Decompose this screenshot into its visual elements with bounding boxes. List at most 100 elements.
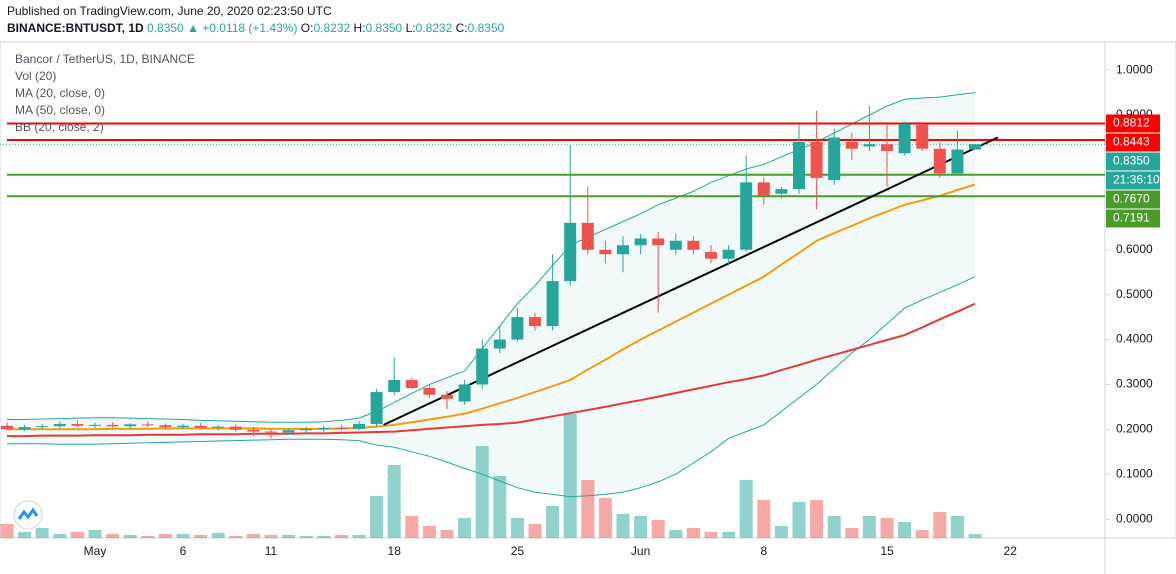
volume-bar: [810, 500, 824, 538]
volume-bar: [493, 476, 507, 538]
volume-bar: [968, 534, 982, 538]
volume-bar: [950, 516, 964, 538]
volume-bar: [176, 534, 190, 538]
axis-label: 0.8812: [1113, 116, 1150, 130]
volume-bar: [915, 530, 929, 538]
candle-body: [177, 425, 189, 428]
volume-bar: [35, 528, 49, 538]
candle-body: [388, 379, 401, 393]
volume-bar: [264, 535, 278, 538]
plot-area: [0, 92, 1105, 538]
y-tick-label: 0.2000: [1116, 422, 1153, 436]
y-tick-label: 0.4000: [1116, 332, 1153, 346]
volume-bar: [422, 526, 436, 538]
volume-bar: [757, 500, 771, 538]
volume-bar: [211, 533, 225, 538]
volume-bar: [528, 524, 542, 538]
candle-body: [564, 222, 577, 282]
candle-body: [89, 424, 101, 426]
volume-bar: [299, 536, 313, 538]
volume-bar: [898, 522, 912, 538]
x-tick-label: 6: [180, 544, 187, 558]
candle-body: [881, 144, 893, 151]
candle-body: [476, 348, 489, 385]
legend-item: MA (50, close, 0): [15, 103, 105, 117]
candle-body: [652, 238, 665, 246]
volume-bar: [862, 516, 876, 538]
candle-body: [300, 428, 313, 431]
symbol-line: BINANCE:BNTUSDT, 1D 0.8350 ▲ +0.0118 (+1…: [7, 21, 505, 35]
logo: [13, 500, 43, 530]
legend-item: BB (20, close, 2): [15, 120, 104, 134]
volume-bar: [722, 532, 736, 538]
axis-label-bg: [1106, 209, 1160, 228]
candle-body: [933, 148, 946, 174]
candle-body: [687, 240, 700, 250]
volume-bar: [352, 535, 366, 538]
candle-body: [617, 245, 629, 255]
symbol: BINANCE:BNTUSDT, 1D: [7, 21, 144, 35]
volume-bar: [370, 496, 384, 538]
candle-body: [159, 425, 172, 428]
axis-label-bg: [1106, 114, 1160, 133]
volume-bar: [827, 516, 841, 538]
y-tick-label: 0.6000: [1116, 242, 1153, 256]
candle-body: [599, 249, 612, 255]
candle-body: [845, 141, 858, 149]
volume-bar: [651, 520, 665, 538]
ohlc-value: 0.8232: [313, 21, 350, 35]
y-tick-label: 0.5000: [1116, 287, 1153, 301]
volume-bar: [88, 530, 102, 538]
bb-fill: [7, 92, 975, 497]
volume-bar: [70, 532, 84, 538]
volume-bar: [634, 516, 648, 538]
candle-body: [863, 144, 876, 147]
candle-body: [265, 431, 277, 433]
candle-body: [951, 149, 964, 174]
candle-body: [423, 388, 436, 395]
candle-body: [106, 424, 119, 427]
candle-body: [793, 141, 805, 190]
axis-label-bg: [1106, 190, 1160, 209]
candle-body: [969, 144, 981, 150]
published: Published on TradingView.com, June 20, 2…: [7, 4, 332, 18]
volume-bar: [686, 528, 700, 538]
y-tick-label: 0.1000: [1116, 466, 1153, 480]
candle-body: [916, 124, 929, 149]
volume-bar: [458, 518, 472, 538]
candle-body: [370, 392, 383, 424]
candle-body: [1, 425, 13, 430]
volume-bar: [774, 526, 788, 538]
x-tick-label: Jun: [631, 544, 650, 558]
volume-bar: [598, 498, 612, 538]
candle-body: [71, 423, 84, 426]
candle-body: [898, 124, 911, 154]
volume-bar: [880, 518, 894, 538]
volume-bar: [317, 536, 331, 538]
candle-body: [757, 182, 770, 196]
candle-body: [18, 427, 31, 430]
candle-body: [282, 430, 295, 433]
candle-body: [53, 423, 66, 427]
volume-bar: [475, 446, 489, 538]
volume-bar: [739, 480, 753, 538]
volume-bar: [194, 535, 208, 538]
candle-body: [247, 429, 260, 432]
volume-bar: [405, 516, 419, 538]
candle-body: [124, 424, 137, 427]
legend-item: MA (20, close, 0): [15, 86, 105, 100]
volume-bar: [53, 534, 67, 538]
volume-bar: [158, 534, 172, 538]
ma-line: [7, 302, 976, 438]
ohlc-label: C:: [456, 21, 468, 35]
volume-bar: [669, 530, 683, 538]
volume-bar: [845, 528, 859, 538]
change: ▲ +0.0118 (+1.43%): [187, 21, 297, 35]
legend-item: Vol (20): [15, 69, 56, 83]
axis-label-bg: [1106, 133, 1160, 152]
candle-body: [141, 424, 154, 426]
volume-bar: [0, 524, 14, 538]
candle-body: [212, 426, 225, 428]
ohlc-label: H:: [354, 21, 366, 35]
volume-bar: [106, 534, 120, 538]
